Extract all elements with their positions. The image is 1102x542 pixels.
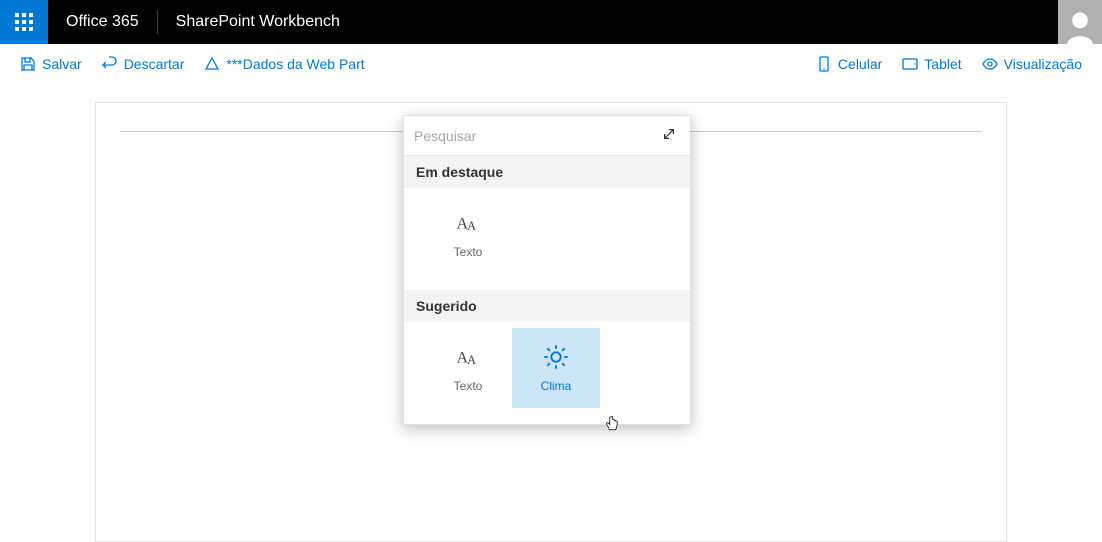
webpart-picker: Em destaque AA Texto Sugerido AA Texto — [403, 115, 691, 425]
tile-label: Texto — [454, 245, 483, 259]
page-canvas: Em destaque AA Texto Sugerido AA Texto — [95, 102, 1007, 542]
tile-label: Texto — [454, 379, 483, 393]
mobile-label: Celular — [838, 56, 882, 72]
webpart-data-label: ***Dados da Web Part — [226, 56, 364, 72]
featured-grid: AA Texto — [404, 188, 690, 290]
discard-label: Descartar — [124, 56, 185, 72]
tablet-icon — [902, 56, 918, 72]
discard-button[interactable]: Descartar — [92, 44, 195, 84]
tile-label: Clima — [541, 379, 572, 393]
weather-icon — [542, 343, 570, 371]
suggested-header: Sugerido — [404, 290, 690, 322]
app-title: SharePoint Workbench — [158, 13, 358, 31]
expand-icon — [662, 127, 676, 141]
webpart-tile-text[interactable]: AA Texto — [424, 328, 512, 408]
search-input[interactable] — [414, 128, 658, 144]
preview-button[interactable]: Visualização — [972, 44, 1092, 84]
mobile-icon — [816, 56, 832, 72]
save-button[interactable]: Salvar — [10, 44, 92, 84]
featured-header: Em destaque — [404, 156, 690, 188]
mobile-button[interactable]: Celular — [806, 44, 892, 84]
tablet-button[interactable]: Tablet — [892, 44, 971, 84]
svg-text:A: A — [467, 353, 476, 367]
waffle-icon — [15, 13, 33, 31]
undo-icon — [102, 56, 118, 72]
user-avatar[interactable] — [1058, 0, 1102, 44]
expand-picker-button[interactable] — [658, 123, 680, 148]
tablet-label: Tablet — [924, 56, 961, 72]
triangle-icon — [204, 56, 220, 72]
webpart-data-button[interactable]: ***Dados da Web Part — [194, 44, 374, 84]
app-launcher-button[interactable] — [0, 0, 48, 44]
suggested-grid: AA Texto Clima — [404, 322, 690, 424]
suite-brand[interactable]: Office 365 — [48, 10, 158, 34]
save-icon — [20, 56, 36, 72]
preview-icon — [982, 56, 998, 72]
command-bar: Salvar Descartar ***Dados da Web Part Ce… — [0, 44, 1102, 84]
text-icon: AA — [454, 209, 482, 237]
save-label: Salvar — [42, 56, 82, 72]
person-icon — [1062, 8, 1098, 44]
webpart-tile-weather[interactable]: Clima — [512, 328, 600, 408]
canvas-wrapper: Em destaque AA Texto Sugerido AA Texto — [0, 84, 1102, 542]
preview-label: Visualização — [1004, 56, 1082, 72]
text-icon: AA — [454, 343, 482, 371]
webpart-tile-text[interactable]: AA Texto — [424, 194, 512, 274]
picker-search-row — [404, 116, 690, 156]
svg-text:A: A — [467, 219, 476, 233]
suite-bar: Office 365 SharePoint Workbench — [0, 0, 1102, 44]
